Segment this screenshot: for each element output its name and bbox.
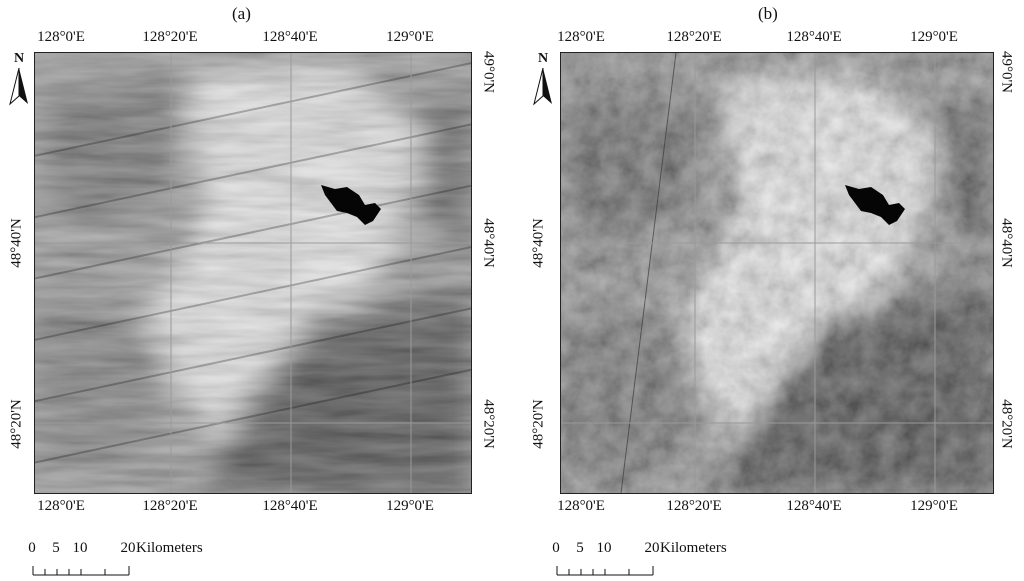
panel-label: (a): [232, 4, 251, 23]
north-arrow-icon: [9, 67, 28, 106]
lon-tick-top: 129°0'E: [910, 29, 958, 45]
lat-tick-left: 48°40'N: [530, 218, 547, 268]
lat-tick-left: 48°40'N: [8, 218, 25, 268]
lon-tick-top: 128°20'E: [142, 29, 198, 45]
lon-tick-top: 128°40'E: [262, 29, 318, 45]
lat-tick-right: 49°0'N: [998, 50, 1015, 94]
map-panel-b: (b) 128°0'E 128°20'E 128°40'E 129°0'E 12…: [522, 0, 1024, 581]
panel-label: (b): [758, 4, 778, 23]
north-arrow: N: [8, 52, 30, 111]
satellite-image: [560, 52, 994, 494]
graticule: [561, 53, 993, 493]
map-image-a: [35, 53, 471, 493]
lake: [845, 185, 905, 225]
map-panel-a: (a) 128°0'E 128°20'E 128°40'E 129°0'E 12…: [8, 4, 497, 578]
lat-tick-right: 48°40'N: [480, 218, 497, 268]
satellite-image: [34, 52, 472, 494]
lon-tick-bottom: 128°40'E: [786, 498, 842, 514]
north-arrow-icon: [533, 67, 552, 106]
lat-tick-right: 48°20'N: [998, 399, 1015, 449]
scale-bar-graphic: [556, 566, 654, 576]
lon-tick-top: 128°40'E: [786, 29, 842, 45]
map-image-b: [561, 53, 993, 493]
lon-tick-top: 128°0'E: [557, 29, 605, 45]
lon-tick-bottom: 128°40'E: [262, 498, 318, 514]
lat-tick-right: 48°40'N: [998, 218, 1015, 268]
lon-tick-top: 128°0'E: [37, 29, 85, 45]
lon-tick-top: 128°20'E: [666, 29, 722, 45]
lat-tick-right: 49°0'N: [480, 50, 497, 94]
lon-tick-bottom: 128°20'E: [142, 498, 198, 514]
scale-bar: 0 5 10 20 Kilometers: [552, 540, 756, 578]
lat-tick-left: 48°20'N: [8, 399, 25, 449]
lat-tick-right: 48°20'N: [480, 399, 497, 449]
lake: [321, 185, 381, 225]
lon-tick-top: 129°0'E: [386, 29, 434, 45]
lon-tick-bottom: 128°0'E: [37, 498, 85, 514]
scale-bar-graphic: [32, 566, 130, 576]
graticule: [35, 53, 471, 493]
scale-bar: 0 5 10 20 Kilometers: [28, 540, 232, 578]
lon-tick-bottom: 128°0'E: [557, 498, 605, 514]
lon-tick-bottom: 128°20'E: [666, 498, 722, 514]
lon-tick-bottom: 129°0'E: [386, 498, 434, 514]
lat-tick-left: 48°20'N: [530, 399, 547, 449]
lon-tick-bottom: 129°0'E: [910, 498, 958, 514]
north-arrow: N: [532, 52, 554, 111]
